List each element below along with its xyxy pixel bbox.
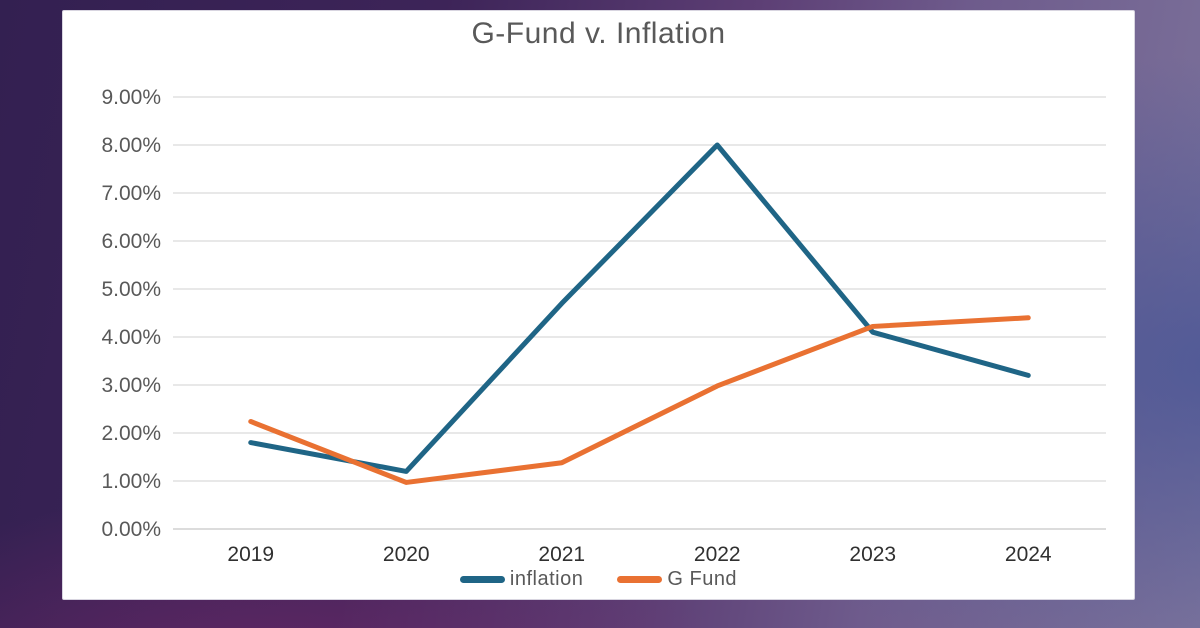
x-axis-tick-label: 2023 bbox=[849, 543, 896, 566]
x-axis-tick-label: 2021 bbox=[538, 543, 585, 566]
series-line-inflation bbox=[248, 142, 1031, 474]
y-axis-tick-label: 6.00% bbox=[101, 230, 161, 253]
chart-legend: inflation G Fund bbox=[63, 568, 1134, 591]
y-axis-tick-label: 0.00% bbox=[101, 518, 161, 541]
legend-item-inflation: inflation bbox=[459, 568, 584, 591]
x-axis-tick-label: 2024 bbox=[1005, 543, 1052, 566]
x-axis-tick-label: 2020 bbox=[383, 543, 430, 566]
chart-card: G-Fund v. Inflation 0.00% 1.00% 2.00% 3.00%… bbox=[62, 10, 1135, 600]
y-axis-tick-label: 1.00% bbox=[101, 470, 161, 493]
legend-item-g-fund: G Fund bbox=[617, 568, 737, 591]
legend-line-swatch bbox=[617, 576, 663, 583]
line-chart-plot-area: 0.00% 1.00% 2.00% 3.00% 4.00% 5.00% 6.00% 7.00%… bbox=[101, 86, 1106, 566]
y-axis-tick-label: 5.00% bbox=[101, 278, 161, 301]
x-axis-tick-label: 2022 bbox=[694, 543, 741, 566]
x-axis-tick-label: 2019 bbox=[227, 543, 274, 566]
series-line-g-fund bbox=[248, 315, 1031, 485]
y-axis-tick-label: 3.00% bbox=[101, 374, 161, 397]
legend-label: inflation bbox=[509, 568, 584, 590]
legend-line-swatch bbox=[459, 576, 505, 583]
chart-title: G-Fund v. Inflation bbox=[471, 17, 726, 50]
legend-label: G Fund bbox=[667, 568, 738, 590]
y-axis-tick-label: 4.00% bbox=[101, 326, 161, 349]
y-axis-tick-label: 2.00% bbox=[101, 422, 161, 445]
y-axis-tick-label: 7.00% bbox=[101, 182, 161, 205]
y-axis-tick-label: 9.00% bbox=[101, 86, 161, 109]
y-axis-tick-label: 8.00% bbox=[101, 134, 161, 157]
